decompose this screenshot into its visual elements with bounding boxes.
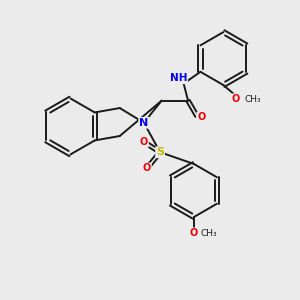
Text: O: O <box>197 112 206 122</box>
Text: S: S <box>156 147 164 157</box>
Text: NH: NH <box>169 73 187 83</box>
Text: CH₃: CH₃ <box>200 229 217 238</box>
Text: N: N <box>139 118 148 128</box>
Text: CH₃: CH₃ <box>244 95 261 104</box>
Text: O: O <box>232 94 240 104</box>
Text: O: O <box>143 164 151 173</box>
Text: O: O <box>140 137 148 147</box>
Text: O: O <box>190 228 198 238</box>
